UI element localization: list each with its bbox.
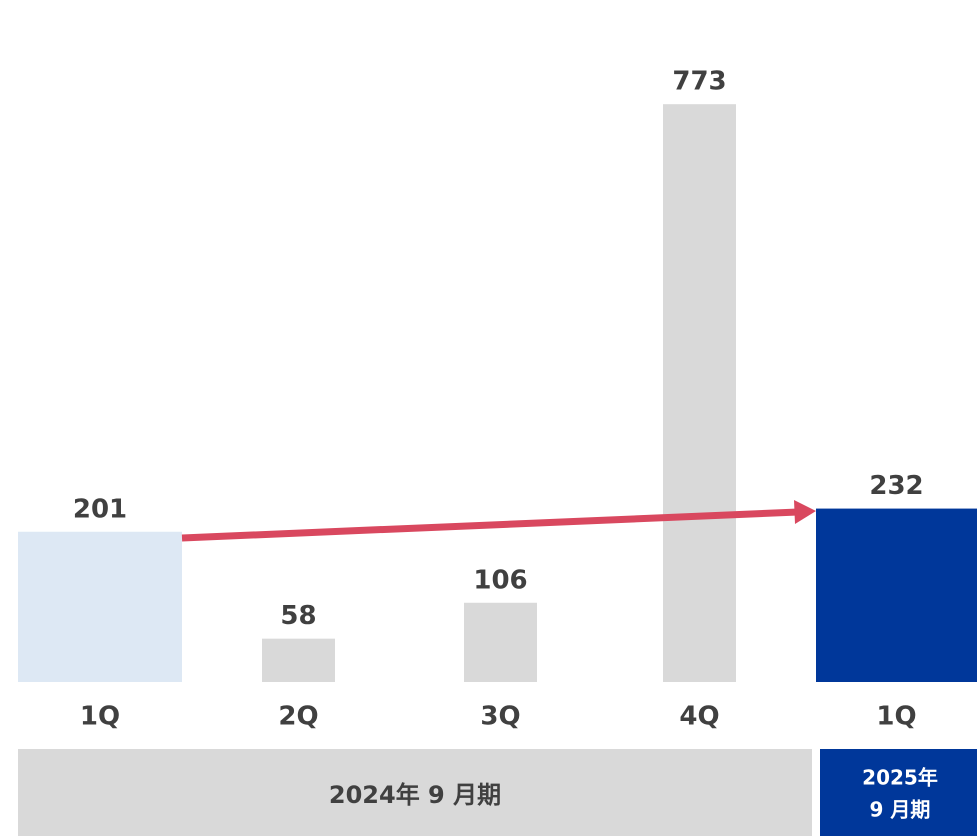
- group-band: [18, 749, 812, 836]
- group-band: [820, 749, 977, 836]
- x-tick-label: 1Q: [80, 702, 120, 732]
- bar: [262, 638, 335, 682]
- group-label: 9 月期: [870, 798, 931, 822]
- x-tick-label: 3Q: [480, 702, 520, 732]
- x-tick-label: 1Q: [876, 702, 916, 732]
- x-tick-label: 2Q: [278, 702, 318, 732]
- value-label: 232: [869, 471, 923, 501]
- bar: [663, 104, 736, 683]
- group-label: 2025年: [862, 766, 938, 790]
- value-label: 58: [280, 601, 316, 631]
- bars: 201 1Q 58 2Q 106 3Q 773 4Q 232 1Q: [18, 67, 977, 732]
- value-label: 106: [473, 565, 527, 595]
- group-label: 2024年 9 月期: [329, 781, 501, 809]
- value-label: 773: [672, 67, 726, 97]
- arrow-shaft: [181, 508, 799, 542]
- arrow-head: [794, 500, 816, 524]
- x-tick-label: 4Q: [679, 702, 719, 732]
- bar: [816, 508, 977, 682]
- value-label: 201: [73, 494, 127, 524]
- bar: [18, 531, 182, 682]
- bar: [464, 602, 537, 682]
